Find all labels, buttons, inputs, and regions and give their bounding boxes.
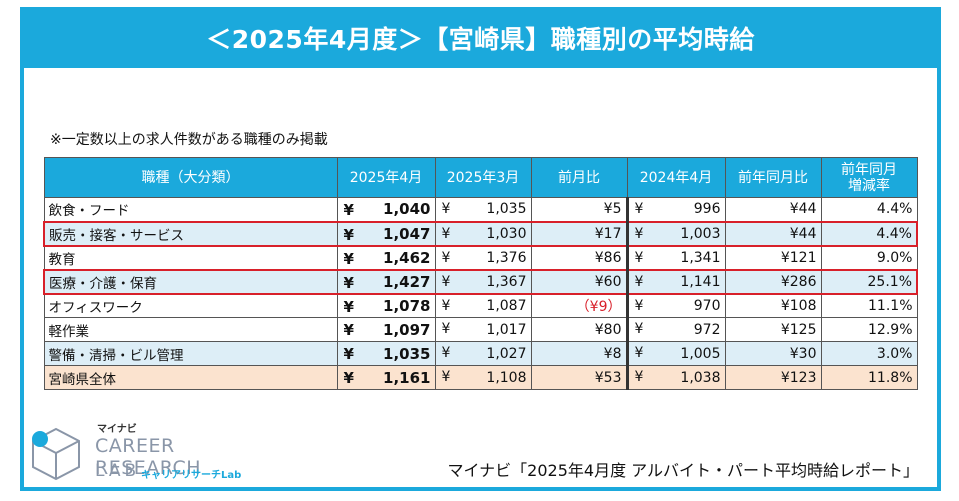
cell-apr2025: ¥1,040 [336, 197, 436, 222]
cell-mar2025: ¥1,017 [434, 317, 532, 342]
logo-brand-main: CAREER RESEARCH [95, 435, 202, 479]
cell-mar2025: ¥1,030 [434, 220, 532, 247]
cell-yoy: ¥286 [724, 268, 822, 295]
cell-apr2025: ¥1,427 [336, 268, 436, 295]
cell-apr2024: ¥972 [625, 317, 726, 342]
logo-brand-small: マイナビ [97, 424, 137, 435]
header-apr2024: 2024年4月 [626, 157, 726, 198]
table-row: 飲食・フード ¥1,040 ¥1,035 ¥5 ¥996 ¥44 4.4% [43, 197, 918, 222]
cell-mar2025: ¥1,027 [434, 341, 532, 366]
header-mom: 前月比 [530, 157, 628, 198]
header-apr2025: 2025年4月 [336, 157, 436, 198]
cell-rate: 25.1% [820, 268, 918, 295]
table-row: 警備・清掃・ビル管理 ¥1,035 ¥1,027 ¥8 ¥1,005 ¥30 3… [43, 341, 918, 366]
cell-apr2024: ¥1,038 [625, 365, 726, 390]
cell-rate: 11.8% [820, 365, 918, 390]
cell-apr2025: ¥1,097 [336, 317, 436, 342]
cell-category: 医療・介護・保育 [43, 268, 338, 295]
report-frame: ＜2025年4月度＞【宮崎県】職種別の平均時給 ※一定数以上の求人件数がある職種… [20, 7, 941, 491]
cell-apr2024: ¥970 [625, 293, 726, 318]
table-row: 医療・介護・保育 ¥1,427 ¥1,367 ¥60 ¥1,141 ¥286 2… [43, 268, 918, 295]
cell-rate: 3.0% [820, 341, 918, 366]
cell-yoy: ¥30 [724, 341, 822, 366]
cell-rate: 4.4% [820, 220, 918, 247]
cell-mom: ¥86 [530, 245, 628, 270]
cell-apr2025: ¥1,078 [336, 293, 436, 318]
cell-rate: 12.9% [820, 317, 918, 342]
cube-logo-icon [32, 427, 80, 481]
cell-yoy: ¥121 [724, 245, 822, 270]
cell-mar2025: ¥1,367 [434, 268, 532, 295]
page-title: ＜2025年4月度＞【宮崎県】職種別の平均時給 [24, 11, 937, 68]
cell-mar2025: ¥1,035 [434, 197, 532, 222]
header-category: 職種（大分類） [43, 157, 338, 198]
cell-apr2025: ¥1,161 [336, 365, 436, 390]
cell-mom: ¥17 [530, 220, 628, 247]
cell-yoy: ¥123 [724, 365, 822, 390]
cell-rate: 11.1% [820, 293, 918, 318]
cell-category: 飲食・フード [43, 197, 338, 222]
cell-mom: ¥53 [530, 365, 628, 390]
cell-yoy: ¥44 [724, 197, 822, 222]
cell-category: 教育 [43, 245, 338, 270]
cell-apr2025: ¥1,035 [336, 341, 436, 366]
table-row: 販売・接客・サービス ¥1,047 ¥1,030 ¥17 ¥1,003 ¥44 … [43, 220, 918, 247]
cell-category: 軽作業 [43, 317, 338, 342]
cell-category: オフィスワーク [43, 293, 338, 318]
cell-mom: ¥60 [530, 268, 628, 295]
table-header-row: 職種（大分類） 2025年4月 2025年3月 前月比 2024年4月 前年同月… [43, 157, 918, 198]
cell-apr2024: ¥1,341 [625, 245, 726, 270]
logo-brand-sub: キャリアリサーチLab [141, 470, 242, 481]
cell-yoy: ¥125 [724, 317, 822, 342]
table-row: オフィスワーク ¥1,078 ¥1,087 （¥9） ¥970 ¥108 11.… [43, 293, 918, 318]
cell-mom: ¥8 [530, 341, 628, 366]
cell-mar2025: ¥1,376 [434, 245, 532, 270]
career-research-lab-logo: マイナビ CAREER RESEARCH LAB キャリアリサーチLab [29, 419, 259, 489]
footnote: ※一定数以上の求人件数がある職種のみ掲載 [50, 132, 328, 148]
cell-category: 販売・接客・サービス [43, 220, 338, 247]
cell-apr2025: ¥1,047 [336, 220, 436, 247]
table-row: 教育 ¥1,462 ¥1,376 ¥86 ¥1,341 ¥121 9.0% [43, 245, 918, 270]
cell-apr2024: ¥1,141 [625, 268, 726, 295]
cell-rate: 4.4% [820, 197, 918, 222]
cell-category: 宮崎県全体 [43, 365, 338, 390]
wage-table: 職種（大分類） 2025年4月 2025年3月 前月比 2024年4月 前年同月… [43, 157, 918, 390]
logo-brand-lab: LAB [95, 461, 141, 481]
cell-apr2025: ¥1,462 [336, 245, 436, 270]
cell-mom: （¥9） [530, 293, 628, 318]
header-mar2025: 2025年3月 [434, 157, 532, 198]
cell-apr2024: ¥996 [625, 197, 726, 222]
cell-yoy: ¥44 [724, 220, 822, 247]
cell-apr2024: ¥1,003 [625, 220, 726, 247]
cell-category: 警備・清掃・ビル管理 [43, 341, 338, 366]
table-row-total: 宮崎県全体 ¥1,161 ¥1,108 ¥53 ¥1,038 ¥123 11.8… [43, 365, 918, 390]
cell-mar2025: ¥1,087 [434, 293, 532, 318]
header-rate: 前年同月 増減率 [820, 157, 918, 198]
header-yoy: 前年同月比 [724, 157, 822, 198]
source-citation: マイナビ「2025年4月度 アルバイト・パート平均時給レポート」 [447, 461, 919, 480]
cell-apr2024: ¥1,005 [625, 341, 726, 366]
cell-rate: 9.0% [820, 245, 918, 270]
cell-mom: ¥5 [530, 197, 628, 222]
cell-mom: ¥80 [530, 317, 628, 342]
cell-yoy: ¥108 [724, 293, 822, 318]
cell-mar2025: ¥1,108 [434, 365, 532, 390]
table-row: 軽作業 ¥1,097 ¥1,017 ¥80 ¥972 ¥125 12.9% [43, 317, 918, 342]
